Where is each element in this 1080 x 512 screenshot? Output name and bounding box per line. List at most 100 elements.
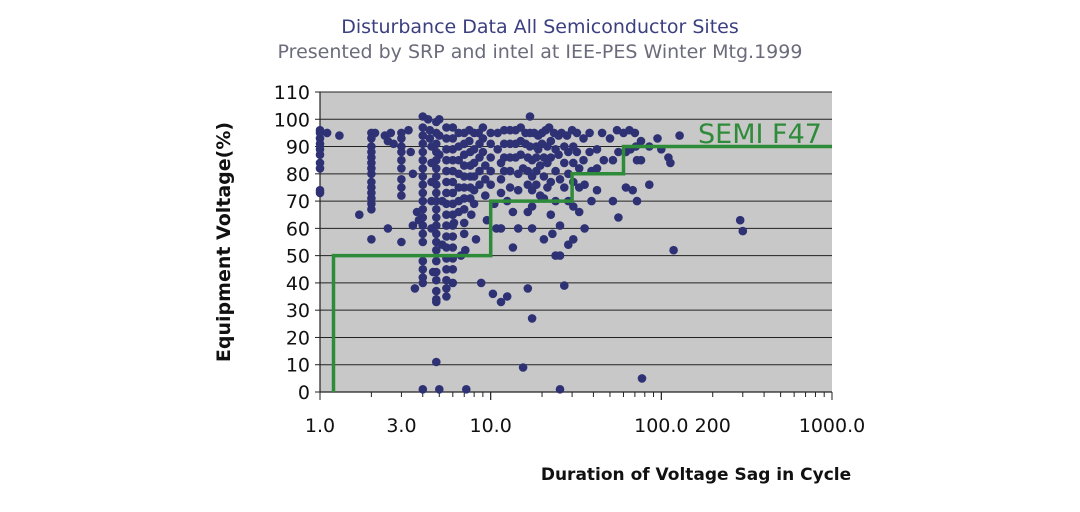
data-point [435,115,444,124]
data-point [404,125,413,135]
data-point [486,128,496,138]
data-point [459,183,469,192]
data-point [469,172,479,181]
data-point [448,177,458,187]
data-point [546,153,556,162]
data-points [315,112,748,394]
data-point [572,147,582,157]
data-point [579,134,588,143]
data-point [738,226,748,236]
data-point [442,265,451,274]
data-point [435,385,444,394]
data-point [397,147,406,157]
data-point [478,147,488,157]
data-point [539,235,549,244]
data-point [499,139,509,149]
y-tick-label: 80 [286,164,310,186]
chart-subtitle: Presented by SRP and intel at IEE-PES Wi… [277,41,803,63]
y-tick-label: 40 [286,273,310,295]
data-point [675,131,684,140]
data-point [486,139,496,149]
data-point [432,275,441,285]
data-point [418,155,428,165]
data-point [574,207,584,217]
semi-f47-label: SEMI F47 [698,119,822,150]
data-point [315,188,325,198]
data-point [548,229,557,239]
x-tick-labels: 1.0 3.0 10.0 100.0 200 1000.0 [305,415,865,437]
data-point [527,314,537,323]
data-point [546,136,556,146]
data-point [322,128,332,138]
data-point [666,158,675,168]
data-point [406,147,416,157]
data-point [525,142,535,151]
data-point [569,202,578,211]
data-point [516,150,525,159]
data-point [432,196,441,206]
data-point [513,224,523,233]
data-point [508,207,518,217]
data-point [425,134,435,143]
data-point [367,235,376,244]
data-point [478,123,488,132]
data-point [636,136,646,146]
data-point [367,169,376,179]
data-point [418,221,428,230]
data-point [471,235,481,244]
data-point [513,185,523,195]
data-point [418,213,428,222]
data-point [532,153,541,162]
data-point [442,123,451,132]
data-point [669,245,678,255]
data-point [564,147,573,157]
data-point [442,155,451,165]
y-tick-label: 0 [298,382,310,404]
data-point [432,221,441,230]
data-point [432,297,441,307]
data-point [535,161,545,170]
data-point [560,158,569,168]
data-point [645,180,654,189]
data-point [448,188,458,198]
data-point [335,131,344,140]
data-point [418,237,428,247]
data-point [397,155,406,165]
data-point [459,205,469,214]
data-point [486,153,496,162]
data-point [418,265,428,274]
data-point [442,199,451,209]
chart-title: Disturbance Data All Semiconductor Sites [341,16,739,38]
data-point [432,229,441,239]
x-tick-label: 200 [695,415,731,437]
data-point [612,125,622,135]
data-point [418,131,428,140]
data-point [315,150,325,159]
data-point [467,210,476,219]
data-point [418,123,428,132]
data-point [493,145,503,154]
data-point [418,180,428,189]
data-point [432,139,441,149]
data-point [423,115,433,124]
data-point [418,256,428,266]
data-point [315,128,325,138]
data-point [461,245,470,255]
x-axis-label: Duration of Voltage Sag in Cycle [541,465,851,485]
data-point [432,172,441,181]
data-point [569,235,578,244]
data-point [505,166,515,176]
data-point [735,215,745,225]
data-point [630,128,640,138]
data-point [448,155,458,165]
data-point [432,205,441,214]
data-point [475,166,484,176]
data-point [614,147,623,157]
data-point [637,374,647,383]
data-point [397,183,406,192]
y-tick-label: 20 [286,327,310,349]
data-point [469,185,479,195]
data-point [442,292,451,301]
x-tick-label: 10.0 [470,415,512,437]
data-point [418,147,428,157]
